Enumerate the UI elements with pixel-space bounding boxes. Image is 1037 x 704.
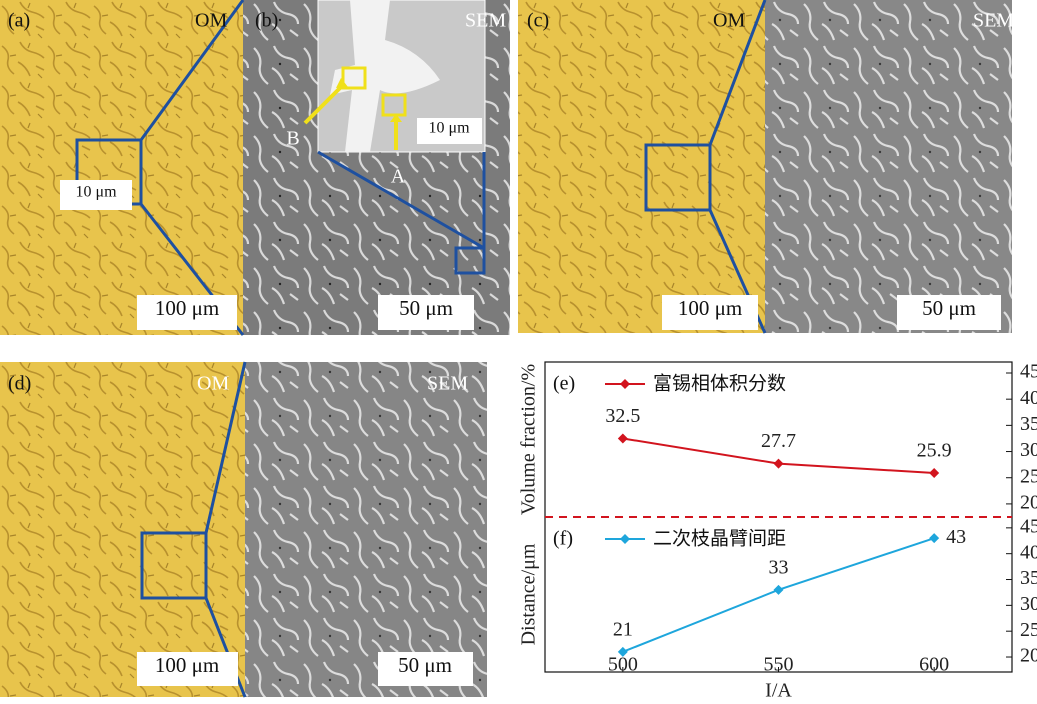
y2-tick-label: 35 xyxy=(1020,413,1037,435)
scale-bar: 100 μm xyxy=(678,296,742,320)
panel-label: (a) xyxy=(8,10,30,32)
data-point xyxy=(773,458,784,469)
legend-marker xyxy=(620,379,630,389)
point-label: B xyxy=(286,128,299,150)
zoom-line xyxy=(204,361,247,698)
marker-box xyxy=(341,66,367,90)
y2-tick-label: 45 xyxy=(1020,515,1037,537)
inset-phase xyxy=(330,0,440,152)
y-axis-label: Distance/μm xyxy=(518,543,540,645)
om-image xyxy=(518,0,765,333)
zoom-line xyxy=(317,150,486,250)
data-point xyxy=(929,468,940,479)
marker-box xyxy=(381,93,407,117)
scale-bar: 50 μm xyxy=(398,653,452,677)
arrowhead xyxy=(336,78,402,122)
legend-marker xyxy=(620,534,630,544)
zoom-box xyxy=(644,143,712,212)
y2-tick-label: 45 xyxy=(1020,361,1037,383)
data-label: 21 xyxy=(613,618,633,640)
technique-label: SEM xyxy=(427,373,468,395)
data-label: 43 xyxy=(946,526,966,548)
data-point xyxy=(617,433,628,444)
x-tick-label: 550 xyxy=(764,654,794,676)
y2-tick-label: 35 xyxy=(1020,567,1037,589)
sem-image xyxy=(245,362,487,697)
legend-label: 二次枝晶臂间距 xyxy=(653,528,786,550)
data-label: 25.9 xyxy=(917,440,952,462)
scale-box xyxy=(417,118,482,144)
technique-label: OM xyxy=(713,10,745,32)
zoom-box xyxy=(454,246,486,275)
data-point xyxy=(773,584,784,595)
x-tick-label: 500 xyxy=(608,654,638,676)
y2-tick-label: 25 xyxy=(1020,465,1037,487)
y2-tick-label: 20 xyxy=(1020,492,1037,514)
scale-box xyxy=(378,295,474,330)
scale-bar: 50 μm xyxy=(922,296,976,320)
panel-label: (e) xyxy=(553,373,575,395)
y2-tick-label: 25 xyxy=(1020,619,1037,641)
data-label: 27.7 xyxy=(761,430,796,452)
sem-image xyxy=(765,0,1012,333)
technique-label: OM xyxy=(197,373,229,395)
panel-label: (d) xyxy=(8,373,31,395)
y2-tick-label: 30 xyxy=(1020,439,1037,461)
scale-box xyxy=(897,295,1001,330)
arrow xyxy=(303,83,398,150)
zoom-box xyxy=(140,531,208,600)
technique-label: OM xyxy=(195,10,227,32)
scale-box xyxy=(60,180,132,210)
legend-label: 富锡相体积分数 xyxy=(653,373,786,395)
inset-scale: 10 μm xyxy=(428,120,470,137)
panel-label: (c) xyxy=(527,10,549,32)
panel-label: (b) xyxy=(255,10,278,32)
x-tick-label: 600 xyxy=(919,654,949,676)
y2-tick-label: 20 xyxy=(1020,645,1037,667)
technique-label: SEM xyxy=(465,10,506,32)
point-label: A xyxy=(391,166,406,188)
y2-tick-label: 40 xyxy=(1020,541,1037,563)
scale-box xyxy=(662,295,758,330)
y2-tick-label: 40 xyxy=(1020,387,1037,409)
om-image xyxy=(0,362,245,697)
x-axis-label: I/A xyxy=(765,680,792,702)
data-label: 32.5 xyxy=(605,405,640,427)
y-axis-label: Volume fraction/% xyxy=(518,364,540,515)
scale-bar: 100 μm xyxy=(155,296,219,320)
panel-label: (f) xyxy=(553,528,573,550)
scale-box xyxy=(378,652,473,686)
technique-label: SEM xyxy=(973,10,1014,32)
scale-bar: 100 μm xyxy=(155,653,219,677)
data-point xyxy=(617,646,628,657)
data-label: 33 xyxy=(769,556,789,578)
y2-tick-label: 30 xyxy=(1020,593,1037,615)
data-point xyxy=(929,533,940,544)
scale-box xyxy=(137,295,237,330)
inset-scale: 10 μm xyxy=(75,184,117,201)
scale-bar: 50 μm xyxy=(399,296,453,320)
scale-box xyxy=(137,652,238,686)
